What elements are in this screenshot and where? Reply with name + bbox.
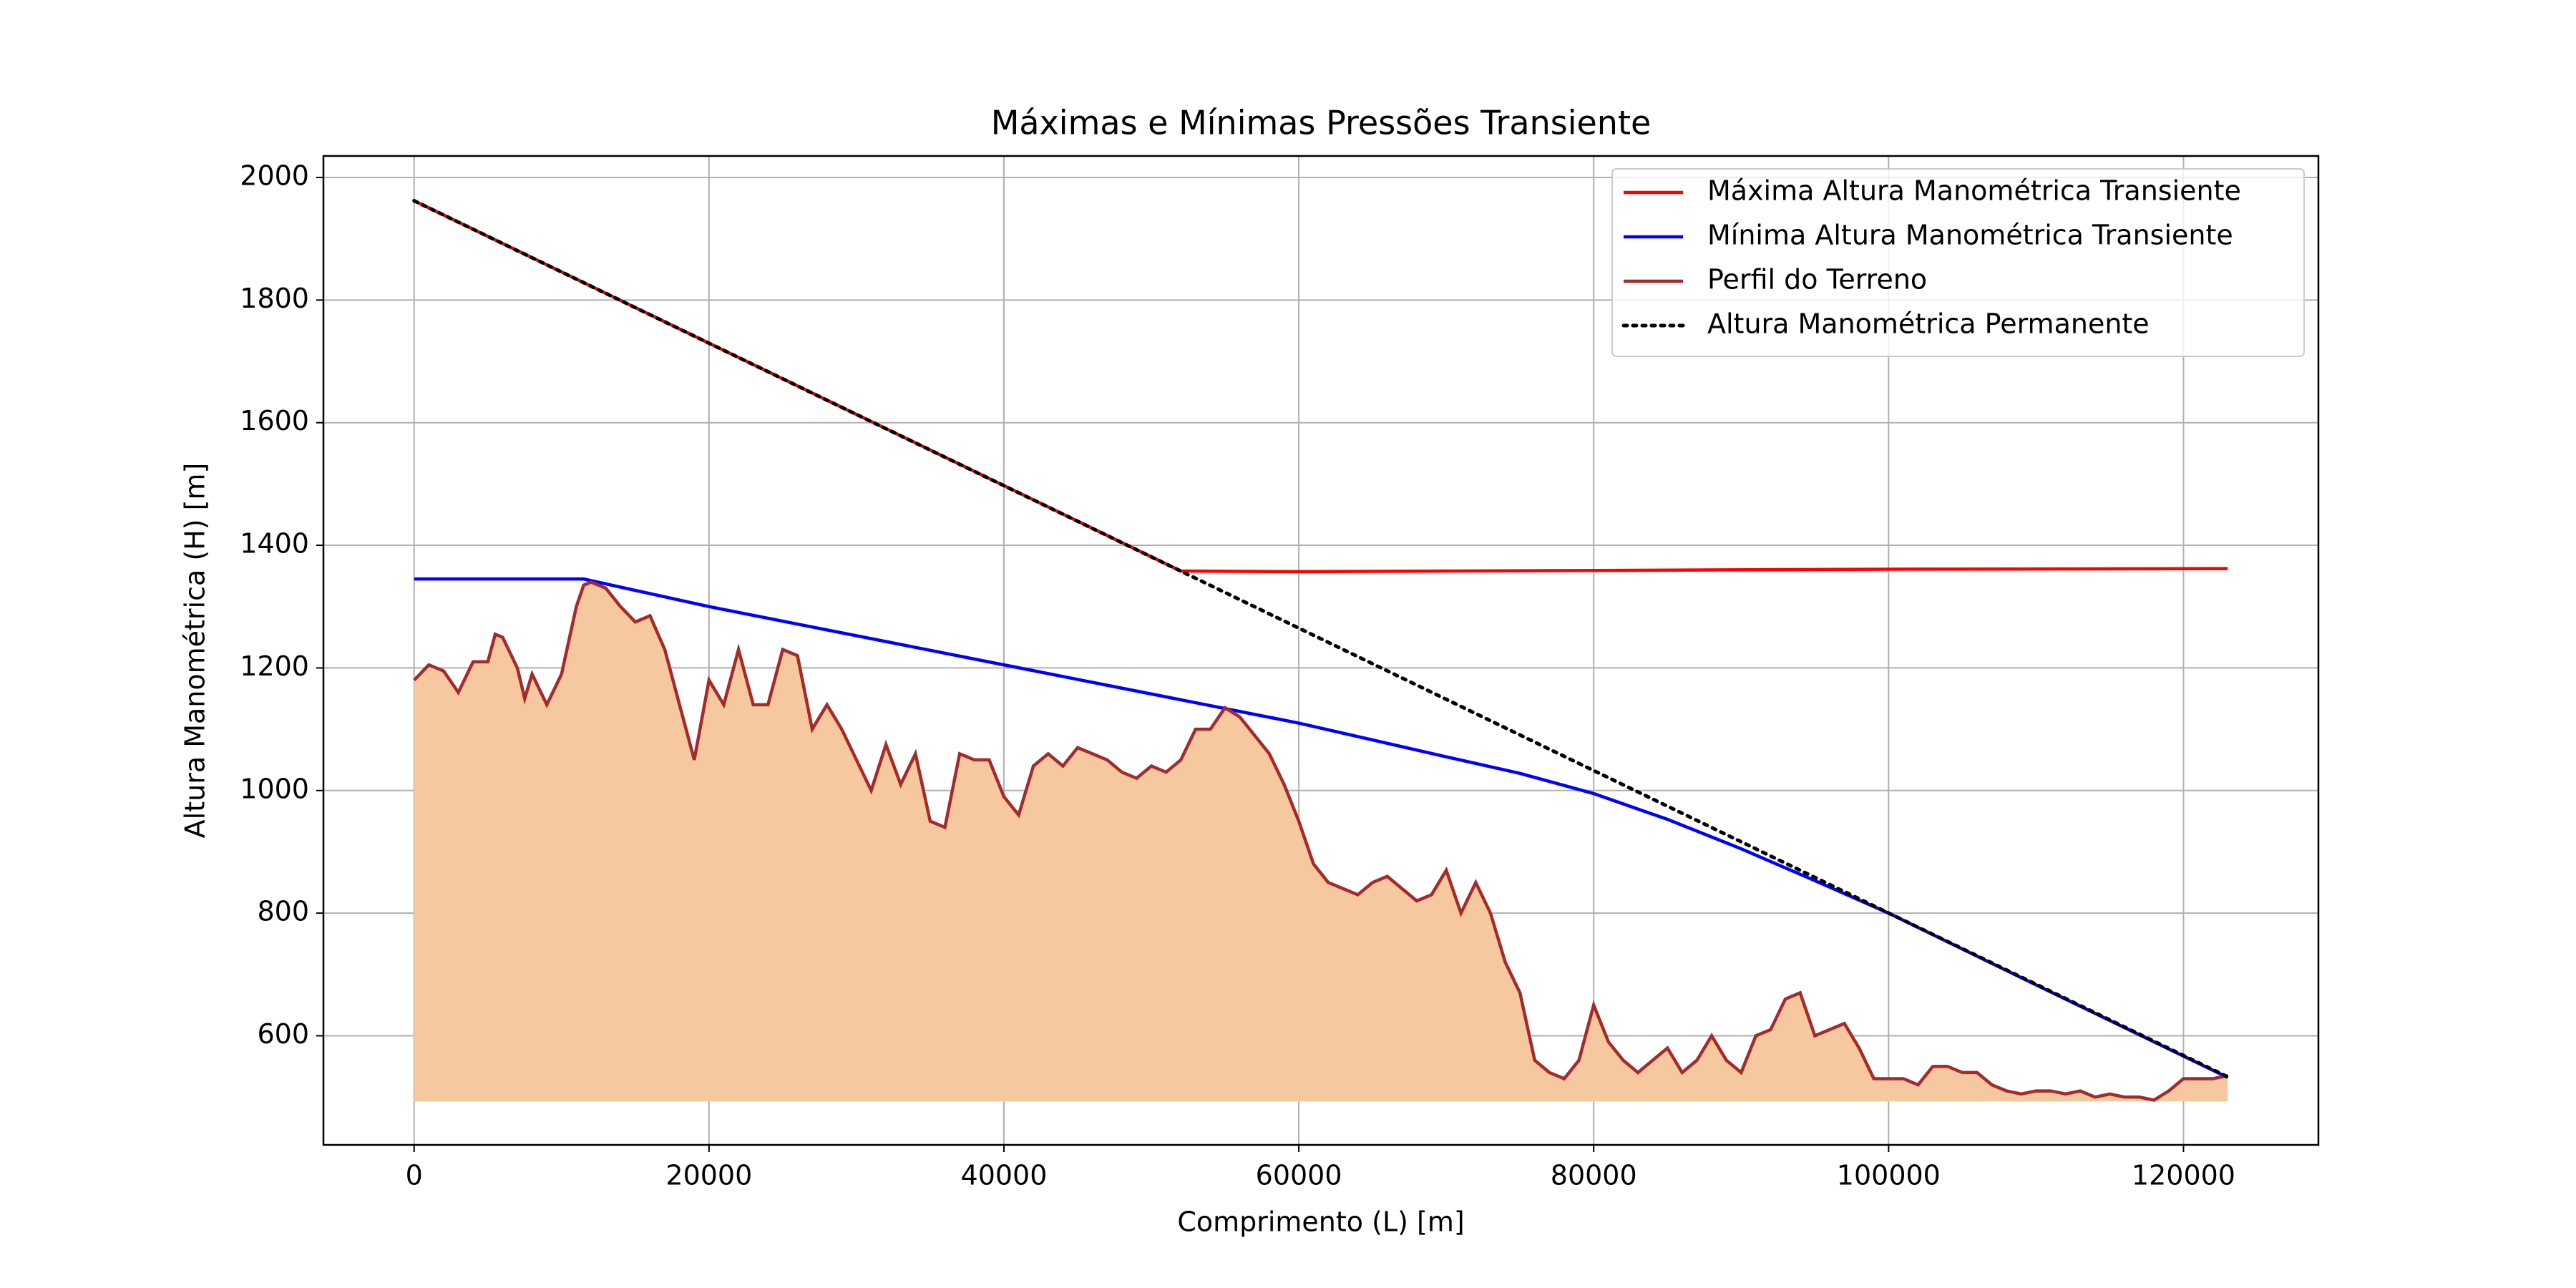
series-line [414,577,2229,1079]
x-tick-label: 80000 [1551,1160,1637,1191]
legend-label: Perfil do Terreno [1707,264,1927,296]
x-tick-label: 120000 [2132,1160,2235,1191]
legend-box [1611,168,2305,357]
y-tick-label: 1400 [240,528,309,560]
legend-label: Altura Manométrica Permanente [1707,308,2150,340]
x-tick-label: 0 [406,1160,423,1191]
y-tick-label: 2000 [240,160,309,191]
y-axis-label: Altura Manométrica (H) [m] [180,463,211,839]
y-tick-label: 600 [257,1018,309,1050]
legend-label: Máxima Altura Manométrica Transiente [1707,175,2241,207]
y-tick-label: 1800 [240,283,309,314]
legend-label: Mínima Altura Manométrica Transiente [1707,220,2233,251]
y-tick-label: 800 [257,896,309,927]
x-tick-label: 20000 [665,1160,752,1191]
y-tick-label: 1600 [240,405,309,436]
x-tick-label: 60000 [1256,1160,1342,1191]
chart-title: Máximas e Mínimas Pressões Transiente [991,104,1652,142]
series-line [412,199,2230,1079]
x-tick-label: 100000 [1837,1160,1941,1191]
x-tick-label: 40000 [961,1160,1048,1191]
x-axis-label: Comprimento (L) [m] [1177,1206,1464,1238]
terrain-area [414,582,2228,1102]
y-tick-label: 1000 [240,773,309,804]
series-line [413,580,2228,1102]
plot-frame [322,155,2320,1146]
y-tick-label: 1200 [240,650,309,682]
